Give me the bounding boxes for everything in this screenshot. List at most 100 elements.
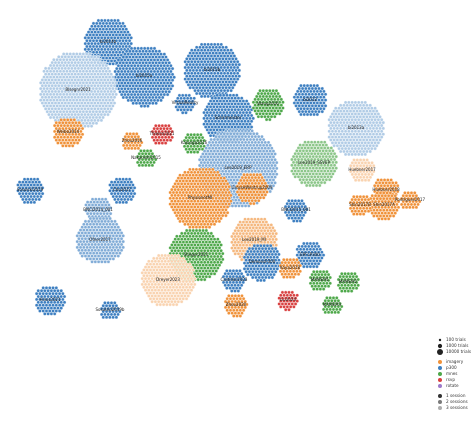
trial-dot: [248, 226, 252, 230]
dataset-bubble[interactable]: [183, 42, 242, 99]
trial-dot: [131, 89, 135, 94]
trial-dot: [248, 149, 253, 153]
trial-dot: [240, 157, 245, 162]
trial-dot: [121, 78, 126, 82]
trial-dot: [196, 65, 201, 70]
trial-dot: [109, 254, 114, 258]
trial-dot: [370, 211, 375, 215]
trial-dot: [390, 211, 394, 215]
trial-dot: [116, 180, 120, 184]
trial-dot: [100, 197, 105, 202]
dataset-bubble[interactable]: [182, 132, 206, 154]
trial-dot: [201, 202, 205, 206]
trial-dot: [109, 248, 114, 253]
trial-dot: [194, 147, 198, 151]
dataset-bubble[interactable]: [251, 88, 285, 122]
trial-dot: [214, 57, 219, 61]
trial-dot: [183, 243, 187, 247]
trial-dot: [229, 155, 233, 159]
trial-dot: [79, 55, 84, 59]
trial-dot: [353, 161, 358, 165]
trial-dot: [161, 262, 166, 266]
dataset-label: BIsegnr2021: [65, 87, 91, 92]
trial-dot: [247, 175, 251, 180]
trial-dot: [225, 187, 230, 192]
trial-dot: [198, 80, 202, 84]
trial-dot: [163, 135, 168, 140]
dataset-bubble[interactable]: [83, 18, 133, 66]
trial-dot: [273, 114, 277, 119]
trial-dot: [47, 72, 51, 76]
trial-dot: [248, 220, 252, 224]
trial-dot: [348, 149, 353, 154]
dataset-bubble[interactable]: [135, 149, 158, 168]
trial-dot: [243, 134, 248, 139]
trial-dot: [217, 125, 221, 129]
trial-dot: [315, 83, 320, 88]
trial-dot: [145, 160, 150, 165]
trial-dot: [118, 228, 122, 232]
trial-dot: [170, 78, 175, 82]
trial-dot: [77, 236, 81, 241]
trial-dot: [274, 237, 278, 242]
trial-dot: [151, 49, 155, 54]
trial-dot: [48, 63, 53, 68]
trial-dot: [263, 109, 267, 113]
trial-dot: [263, 163, 268, 168]
trial-dot: [184, 208, 189, 212]
trial-dot: [129, 92, 134, 97]
trial-dot: [81, 115, 86, 120]
dataset-bubble[interactable]: [327, 100, 386, 157]
trial-dot: [370, 141, 374, 145]
trial-dot: [201, 240, 205, 244]
trial-dot: [78, 98, 82, 102]
trial-dot: [352, 115, 356, 119]
dataset-bubble[interactable]: [150, 123, 174, 145]
dataset-bubble[interactable]: [113, 46, 176, 108]
trial-dot: [163, 123, 168, 128]
trial-dot: [186, 144, 190, 149]
trial-dot: [347, 106, 351, 110]
trial-dot: [149, 81, 153, 85]
trial-dot: [212, 48, 217, 52]
trial-dot: [219, 176, 223, 180]
trial-dot: [254, 94, 259, 99]
trial-dot: [257, 198, 261, 203]
trial-dot: [365, 143, 369, 148]
dataset-bubble[interactable]: [121, 132, 144, 151]
trial-dot: [56, 101, 61, 105]
trial-dot: [129, 87, 134, 91]
trial-dot: [126, 98, 131, 103]
trial-dot: [191, 213, 195, 218]
trial-dot: [103, 24, 107, 29]
trial-dot: [230, 234, 234, 239]
trial-dot: [350, 135, 354, 139]
dataset-bubble[interactable]: [290, 140, 338, 188]
trial-dot: [86, 47, 91, 52]
trial-dot: [216, 254, 220, 259]
trial-dot: [373, 129, 377, 134]
trial-dot: [211, 251, 215, 256]
trial-dot: [348, 206, 353, 211]
trial-dot: [75, 63, 79, 68]
trial-dot: [84, 104, 89, 108]
trial-dot: [17, 180, 22, 184]
trial-dot: [377, 217, 381, 221]
trial-dot: [358, 143, 363, 148]
dataset-bubble[interactable]: [38, 52, 118, 128]
trial-dot: [193, 243, 197, 247]
dataset-bubble[interactable]: [292, 83, 328, 117]
trial-dot: [191, 62, 196, 67]
trial-dot: [126, 36, 130, 40]
trial-dot: [109, 242, 114, 247]
trial-dot: [196, 59, 201, 64]
trial-dot: [279, 109, 284, 113]
dataset-bubble[interactable]: [52, 118, 85, 148]
trial-dot: [226, 125, 231, 129]
trial-dot: [178, 202, 182, 206]
trial-dot: [211, 179, 215, 183]
trial-dot: [183, 176, 187, 180]
trial-dot: [189, 237, 194, 241]
trial-dot: [304, 183, 309, 188]
dataset-bubble[interactable]: [174, 93, 196, 115]
